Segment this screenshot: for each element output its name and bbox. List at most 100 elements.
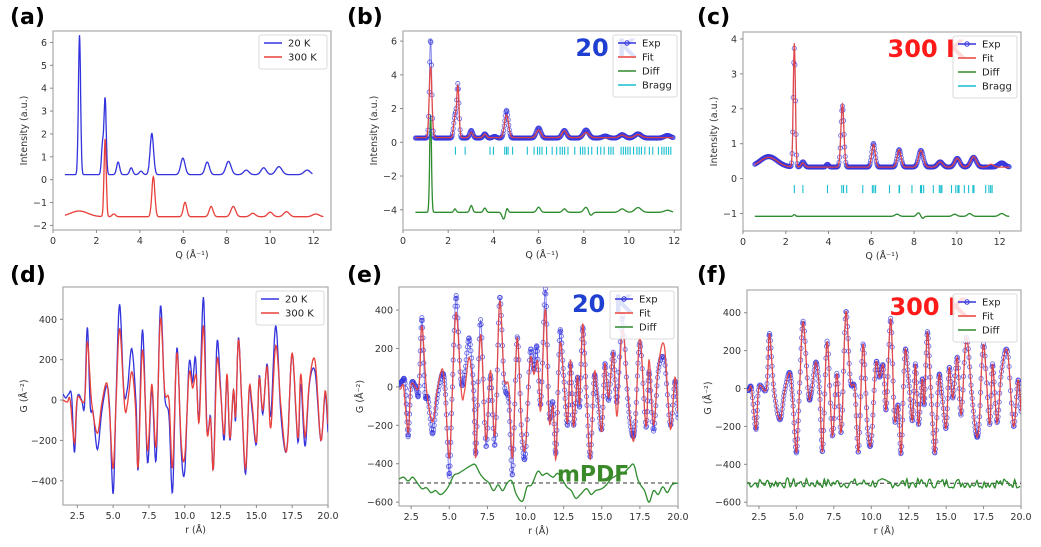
series-300-k	[63, 317, 328, 472]
legend-item: 20 K	[261, 295, 308, 306]
y-tick-label: −200	[31, 436, 57, 447]
panel-label: (c)	[697, 5, 730, 30]
legend-label: 300 K	[288, 53, 317, 64]
x-tick-label: 8	[581, 236, 587, 247]
y-tick-label: 400	[723, 308, 741, 319]
y-tick-label: 200	[375, 344, 393, 355]
x-axis-label: r (Å)	[874, 525, 895, 537]
plot-area	[64, 35, 324, 218]
series-fit	[415, 66, 674, 139]
y-tick-label: −600	[367, 498, 393, 509]
y-tick-label: 6	[41, 38, 47, 49]
legend: 20 K 300 K	[258, 34, 328, 70]
legend-item: Bragg	[958, 82, 1012, 93]
x-axis-label: Q (Å⁻¹)	[865, 250, 898, 262]
x-tick-label: 20.0	[667, 512, 688, 523]
x-tick-label: 20.0	[1010, 512, 1031, 523]
x-tick-label: 2.5	[751, 512, 766, 523]
x-axis-label: Q (Å⁻¹)	[525, 249, 558, 261]
legend-label: Fit	[982, 312, 994, 323]
y-axis-label: Intensity (a.u.)	[19, 96, 30, 166]
legend: Exp Fit Diff Bragg	[612, 34, 678, 98]
x-tick-label: 2	[783, 237, 789, 248]
x-tick-label: 12.5	[553, 512, 574, 523]
plot-area	[399, 287, 678, 504]
x-tick-label: 0	[740, 237, 746, 248]
y-tick-label: 2	[391, 104, 397, 115]
legend-label: Exp	[982, 40, 1001, 51]
plot-area	[63, 297, 328, 495]
x-tick-label: 10	[623, 236, 635, 247]
series-line	[747, 476, 1021, 490]
legend-label: Diff	[982, 68, 1000, 79]
legend-marker	[964, 299, 970, 305]
legend-item: Diff	[958, 326, 1000, 337]
y-tick-label: 1	[731, 139, 737, 150]
series-line	[63, 297, 328, 495]
x-tick-label: 4	[137, 236, 143, 247]
legend-label: Diff	[639, 323, 657, 334]
legend-label: Exp	[642, 39, 661, 50]
plot-frame	[746, 289, 1022, 507]
y-tick-label: 0	[51, 396, 57, 407]
x-tick-label: 15.0	[246, 511, 267, 522]
series-diff	[754, 212, 1010, 219]
panel-label: (e)	[347, 263, 382, 288]
y-tick-label: 1	[41, 152, 47, 163]
y-tick-label: −600	[715, 498, 741, 509]
x-tick-label: 10	[264, 236, 276, 247]
panel-e: (e) 2.5 5.0 7.5 10.0 12.5 15.0 17.5 20.0 −600 −400…	[347, 263, 689, 537]
y-tick-label: 400	[375, 306, 393, 317]
legend-item: Diff	[618, 67, 660, 78]
legend-label: Bragg	[642, 81, 672, 92]
series-line	[747, 311, 1021, 456]
legend-item: Exp	[958, 298, 1001, 309]
y-tick-label: 200	[723, 346, 741, 357]
x-tick-label: 10.0	[861, 512, 882, 523]
y-tick-label: −2	[383, 172, 397, 183]
x-tick-label: 15.0	[936, 512, 957, 523]
plot-area	[747, 309, 1021, 490]
x-tick-label: 5.0	[442, 512, 457, 523]
x-tick-label: 12.5	[210, 511, 231, 522]
y-tick-label: −400	[367, 459, 393, 470]
x-tick-label: 6	[536, 236, 542, 247]
series-20-k	[64, 35, 313, 176]
legend-item: Exp	[958, 40, 1001, 51]
legend-label: 20 K	[288, 39, 311, 50]
y-tick-label: 0	[387, 382, 393, 393]
x-tick-label: 2.5	[404, 512, 419, 523]
series-fit	[754, 43, 1010, 168]
legend-item: Diff	[958, 68, 1000, 79]
series-300-k	[64, 138, 324, 218]
legend-label: Bragg	[982, 82, 1012, 93]
y-tick-label: −400	[31, 476, 57, 487]
y-tick-label: 6	[391, 37, 397, 48]
mpdf-annotation: mPDF	[557, 462, 629, 487]
y-tick-label: −1	[33, 198, 47, 209]
x-tick-label: 4	[826, 237, 832, 248]
plot-frame	[742, 31, 1022, 232]
legend-label: Exp	[982, 298, 1001, 309]
plot-frame	[402, 30, 682, 231]
y-axis-label: Intensity (a.u.)	[369, 96, 380, 166]
x-tick-label: 8	[911, 237, 917, 248]
x-tick-label: 17.5	[282, 511, 303, 522]
y-tick-label: 0	[391, 138, 397, 149]
legend-box	[952, 35, 1018, 99]
legend-item: Exp	[618, 39, 661, 50]
x-tick-label: 7.5	[141, 511, 156, 522]
legend-item: Fit	[958, 54, 994, 65]
legend-label: 20 K	[285, 295, 308, 306]
legend-marker	[621, 296, 627, 302]
y-tick-label: 2	[41, 129, 47, 140]
legend-item: Fit	[618, 53, 654, 64]
y-tick-label: 3	[731, 69, 737, 80]
series-line	[399, 463, 678, 504]
series-line	[64, 138, 324, 218]
y-tick-label: 200	[39, 355, 57, 366]
plot-frame	[398, 286, 679, 507]
y-tick-label: −4	[383, 205, 397, 216]
series-line	[63, 317, 328, 472]
